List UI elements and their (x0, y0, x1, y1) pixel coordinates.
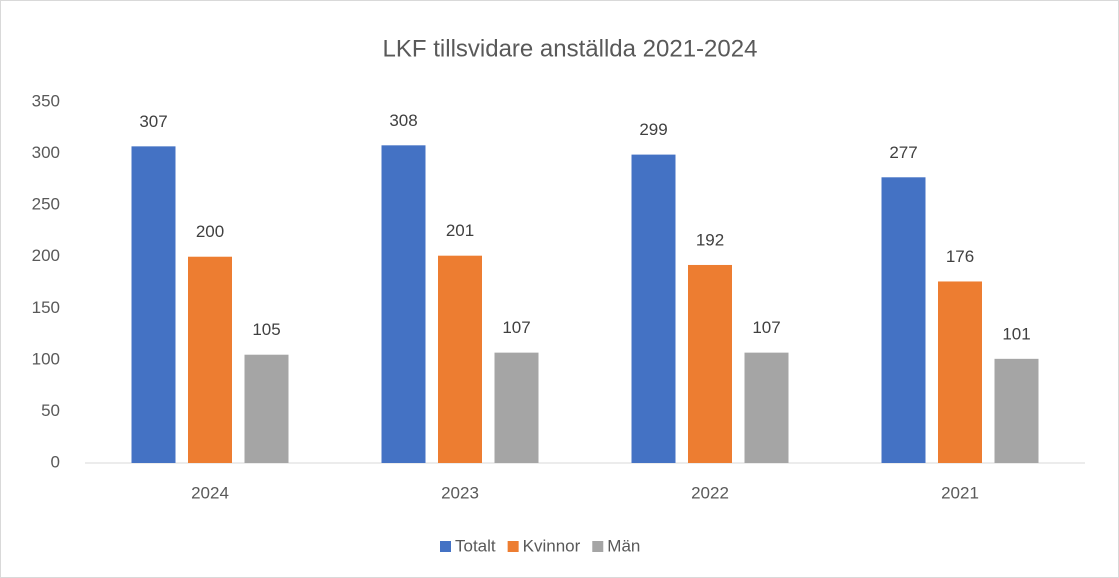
data-label: 107 (502, 318, 530, 337)
data-label: 201 (446, 221, 474, 240)
data-label: 176 (946, 247, 974, 266)
x-tick-label: 2023 (441, 483, 479, 502)
bar (131, 146, 176, 463)
data-label: 277 (889, 143, 917, 162)
bar (938, 281, 982, 463)
bar (381, 145, 426, 463)
bar (994, 358, 1039, 463)
legend-label: Män (607, 536, 640, 555)
bar (881, 177, 926, 463)
data-label: 308 (389, 111, 417, 130)
y-tick-label: 250 (32, 195, 60, 214)
bar (244, 354, 289, 463)
y-tick-label: 300 (32, 143, 60, 162)
x-tick-label: 2022 (691, 483, 729, 502)
legend-swatch (507, 541, 519, 552)
legend-label: Kvinnor (523, 536, 581, 555)
y-tick-label: 50 (41, 401, 60, 420)
chart-title: LKF tillsvidare anställda 2021-2024 (383, 35, 758, 62)
data-label: 200 (196, 222, 224, 241)
bar (438, 255, 482, 463)
data-label: 101 (1002, 324, 1030, 343)
bar (494, 352, 539, 463)
data-label: 299 (639, 120, 667, 139)
legend-swatch (592, 541, 604, 552)
bar (744, 352, 789, 463)
y-tick-label: 0 (51, 452, 60, 471)
data-label: 192 (696, 230, 724, 249)
bar (631, 154, 676, 464)
legend-label: Totalt (455, 536, 496, 555)
y-tick-label: 200 (32, 246, 60, 265)
data-label: 107 (752, 318, 780, 337)
data-label: 307 (139, 112, 167, 131)
legend-swatch (440, 541, 451, 552)
y-tick-label: 150 (32, 298, 60, 317)
y-tick-label: 100 (32, 349, 60, 368)
y-tick-label: 350 (32, 91, 60, 110)
bar (188, 256, 232, 463)
bar (688, 264, 732, 463)
data-label: 105 (252, 320, 280, 339)
x-tick-label: 2021 (941, 483, 979, 502)
x-tick-label: 2024 (191, 483, 229, 502)
